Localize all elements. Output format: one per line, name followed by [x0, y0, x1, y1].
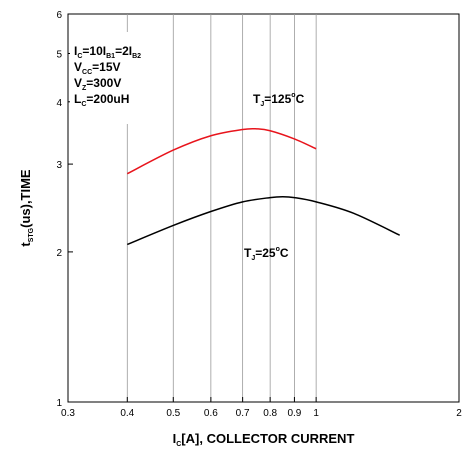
subscript: STG: [28, 227, 35, 242]
series-line: [126, 127, 317, 175]
text-run: =200uH: [86, 92, 129, 106]
condition-line: IC​=10IB1​=2IB2​: [74, 44, 141, 60]
series-labels: TJ​=125o​C TJ​=25o​C: [244, 92, 305, 262]
condition-line: VZ​=300V: [74, 76, 121, 92]
condition-line: VCC​=15V: [74, 60, 121, 76]
text-run: T: [244, 246, 252, 260]
x-tick-label: 0.7: [236, 408, 250, 419]
text-run: =25: [255, 246, 276, 260]
x-tick-label: 0.9: [287, 408, 301, 419]
y-axis-ticks: 1 2 3 4 5 6: [56, 10, 73, 409]
text-run: =300V: [86, 76, 121, 90]
x-tick-label: 1: [313, 408, 319, 419]
y-tick-label: 4: [56, 98, 62, 109]
subscript: CC: [82, 69, 92, 76]
text-run: V: [74, 60, 82, 74]
subscript: Z: [82, 85, 87, 92]
data-series: [126, 127, 401, 246]
subscript: B2: [132, 53, 141, 60]
x-axis-title: IC​[A], COLLECTOR CURRENT: [173, 431, 355, 448]
series-label: TJ​=125o​C: [253, 92, 305, 108]
superscript: o: [276, 246, 280, 253]
text-run: t: [18, 242, 33, 247]
subscript: J: [251, 255, 255, 262]
y-tick-label: 6: [56, 10, 62, 21]
text-run: T: [253, 92, 261, 106]
text-run: =2I: [115, 44, 132, 58]
text-run: V: [74, 76, 82, 90]
text-run: C: [280, 246, 289, 260]
conditions-box: [70, 32, 170, 124]
text-run: (us),TIME: [18, 169, 33, 228]
text-run: C: [296, 92, 305, 106]
subscript: J: [260, 101, 264, 108]
text-run: =15V: [92, 60, 120, 74]
series-line: [127, 196, 401, 246]
text-run: [A], COLLECTOR CURRENT: [181, 431, 354, 446]
subscript: C: [81, 101, 86, 108]
text-run: L: [74, 92, 81, 106]
y-tick-label: 1: [56, 398, 62, 409]
subscript: C: [77, 53, 82, 60]
plot-frame: [67, 13, 460, 403]
text-run: =125: [264, 92, 291, 106]
subscript: B1: [106, 53, 115, 60]
x-tick-label: 0.5: [166, 408, 180, 419]
subscript: C: [176, 441, 181, 448]
text-run: =10I: [82, 44, 106, 58]
y-tick-label: 3: [56, 160, 62, 171]
series-label: TJ​=25o​C: [244, 246, 289, 262]
gridlines: [126, 14, 317, 402]
x-tick-label: 0.3: [61, 408, 75, 419]
x-axis-ticks: 0.3 0.4 0.5 0.6 0.7 0.8 0.9 1 2: [61, 397, 462, 419]
text-run: I: [74, 44, 77, 58]
superscript: o: [291, 92, 295, 99]
y-tick-label: 5: [56, 49, 62, 60]
x-tick-label: 2: [456, 408, 462, 419]
x-tick-label: 0.4: [120, 408, 134, 419]
x-tick-label: 0.8: [263, 408, 277, 419]
test-conditions: IC​=10IB1​=2IB2​VCC​=15VVZ​=300VLC​=200u…: [74, 44, 141, 108]
y-axis-title: tSTG​(us),TIME: [18, 169, 35, 247]
text-run: I: [173, 431, 177, 446]
condition-line: LC​=200uH: [74, 92, 129, 108]
y-tick-label: 2: [56, 248, 62, 259]
x-tick-label: 0.6: [204, 408, 218, 419]
